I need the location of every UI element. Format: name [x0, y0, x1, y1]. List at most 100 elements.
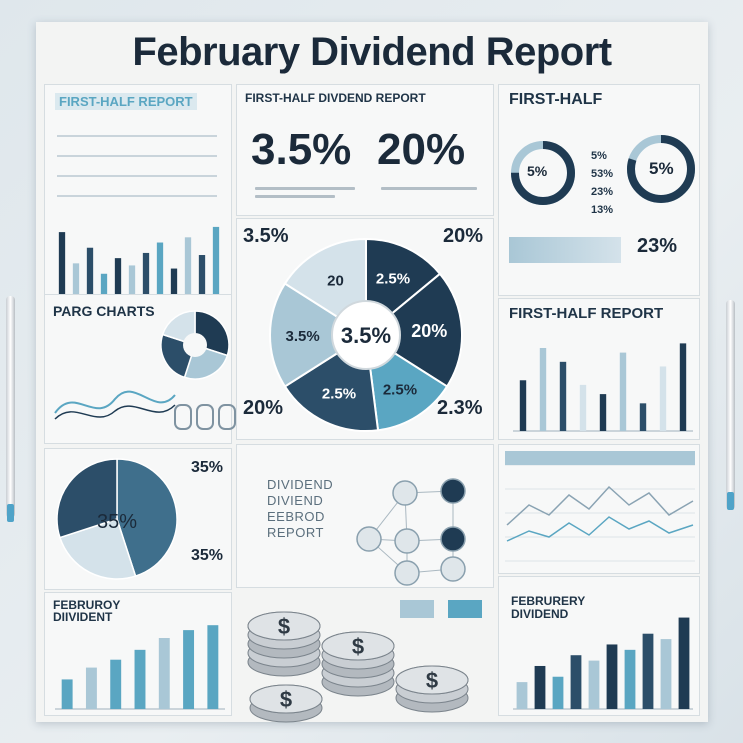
corner-value-bottom-left: 20% [243, 397, 284, 419]
line-chart-lower-right [505, 451, 695, 562]
bar [570, 655, 582, 709]
slice-label: 3.5% [286, 328, 320, 345]
top-left-label: FIRST-HALF REPORT [55, 93, 197, 110]
page-title: February Dividend Report [132, 30, 612, 74]
left-pen [6, 296, 15, 522]
bar [61, 679, 73, 709]
bar [158, 638, 170, 709]
bar [599, 394, 607, 431]
donut-left-value: 5% [527, 163, 548, 179]
corner-value-bottom-right: 2.3% [437, 397, 483, 419]
network-node [440, 478, 466, 504]
bar [642, 633, 654, 709]
caption-line [381, 187, 477, 190]
bar [114, 258, 122, 305]
corner-value-top-right: 20% [443, 225, 484, 247]
coin-top [321, 631, 395, 661]
bar [552, 676, 564, 709]
bar [134, 649, 146, 709]
summary-table [57, 123, 217, 203]
lower-mid-line: EEBROD [267, 509, 325, 524]
bar [559, 361, 567, 431]
caption-line [255, 195, 335, 198]
bar [110, 659, 122, 709]
chart-bars-bottom-right [513, 617, 693, 710]
corner-value-top-left: 3.5% [243, 225, 289, 247]
wave-line [54, 404, 176, 420]
top-right-bottom-value: 23% [637, 235, 678, 257]
range-bar [509, 237, 621, 263]
top-mid-left-value: 3.5% [251, 125, 352, 174]
pie-slice [56, 458, 118, 539]
lower-left-value-top: 35% [191, 459, 224, 476]
panel-mid-right: FIRST-HALF REPORT [498, 298, 700, 440]
lower-left-value-bottom: 35% [191, 547, 224, 564]
bar [184, 237, 192, 305]
coin-dollar-sign: $ [352, 634, 364, 659]
pie-slice [364, 272, 463, 388]
glyph-outline [174, 404, 192, 430]
bar [142, 252, 150, 305]
bar [579, 384, 587, 431]
mini-pie-mid-left [54, 310, 236, 430]
chart-bars-bottom-left [55, 625, 225, 710]
mini-value: 53% [591, 168, 614, 180]
coin-top [395, 665, 469, 695]
bottom-right-label: FEBRURERY DIVIDEND [511, 594, 586, 621]
bar [588, 660, 600, 709]
bar [198, 255, 206, 305]
mini-pie-hole [183, 333, 207, 357]
glyph-outline [218, 404, 236, 430]
bottom-left-label: FEBRUROY DIIVIDENT [53, 598, 121, 624]
panel-mid-left: PARG CHARTS [44, 294, 236, 444]
panel-bottom-right: FEBRURERY DIVIDEND [498, 576, 700, 716]
coin-top [247, 611, 321, 641]
donut-arc [627, 135, 695, 203]
header-band [505, 451, 695, 465]
panel-top-right: FIRST-HALF 5% 5% 5% 53% 23% 13% 23% [498, 84, 700, 296]
coin-dollar-sign: $ [280, 687, 292, 712]
bar [519, 380, 527, 431]
bar [156, 242, 164, 305]
pie-chart-lower-left [56, 458, 178, 580]
bar [86, 247, 94, 305]
wave-line [54, 390, 176, 414]
network-node [356, 526, 382, 552]
network-node [394, 560, 420, 586]
bar [516, 682, 528, 709]
bar [660, 639, 672, 709]
slice-label: 2.5% [322, 385, 356, 402]
caption-line [255, 187, 355, 190]
pie-slice [269, 282, 368, 388]
tag-card [400, 600, 434, 618]
slice-label: 2.5% [383, 381, 417, 398]
glyph-outline [196, 404, 214, 430]
bar [170, 268, 178, 305]
top-mid-right-value: 20% [377, 125, 466, 174]
bar [128, 265, 136, 305]
bar [58, 232, 66, 305]
pie-center-label: 3.5% [341, 323, 391, 348]
bar [624, 649, 636, 709]
lower-mid-line: DIVIEND [267, 493, 324, 508]
donut-gauges [511, 135, 695, 205]
lower-mid-line: DIVIDEND [267, 477, 334, 492]
lower-mid-line: REPORT [267, 525, 324, 540]
donut-right-value: 5% [649, 159, 674, 178]
bar [679, 343, 687, 431]
slice-label: 2.5% [376, 271, 410, 288]
pie-slice [58, 518, 137, 580]
panel-lower-right [498, 444, 700, 574]
mini-values: 5% 53% 23% 13% [591, 147, 613, 219]
network-node [440, 556, 466, 582]
right-pen [726, 300, 735, 510]
report-sheet: February Dividend Report FIRST-HALF REPO… [36, 22, 708, 723]
series-line [506, 516, 694, 542]
mid-left-label: PARG CHARTS [53, 303, 155, 319]
donut-arc [511, 141, 575, 205]
coin-stacks: $ $ $ $ [247, 600, 482, 723]
lower-mid-text: DIVIDEND DIVIEND EEBROD REPORT [267, 477, 333, 541]
network-node [392, 480, 418, 506]
bar [207, 625, 219, 709]
coin-dollar-sign: $ [426, 668, 438, 693]
